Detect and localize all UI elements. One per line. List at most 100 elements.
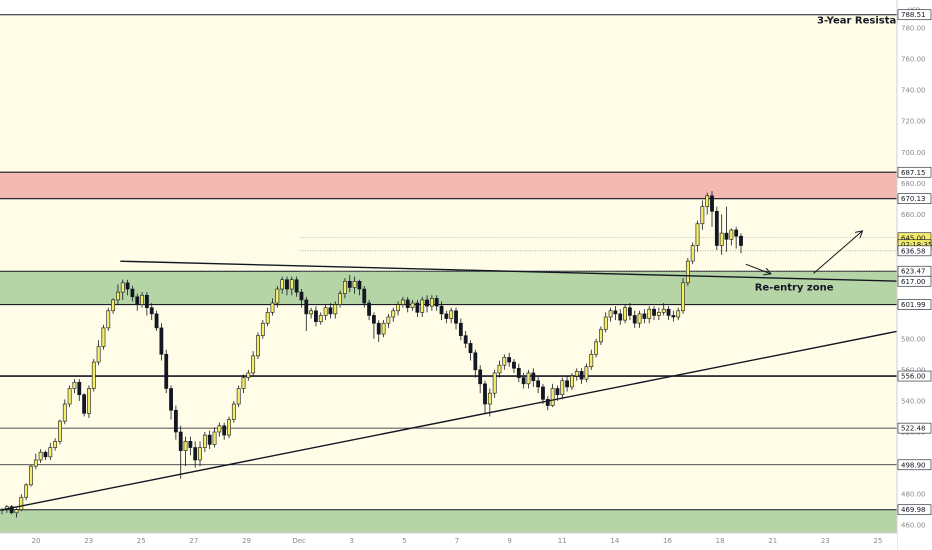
candle-body (487, 392, 492, 405)
candle-body (690, 245, 695, 262)
candle-body (565, 380, 570, 388)
candle-body (700, 206, 705, 225)
candle-body (541, 386, 545, 400)
candle-body (396, 304, 400, 312)
candle-body (434, 298, 439, 307)
candle-body (304, 299, 309, 315)
price-tag-box (897, 166, 932, 178)
candle-body (449, 310, 454, 319)
candle-body (405, 299, 410, 308)
candle-body (53, 441, 58, 448)
candle-body (627, 307, 632, 316)
candle-body (67, 388, 72, 405)
candle-body (599, 329, 603, 343)
candle-body (483, 383, 487, 405)
candle-body (38, 451, 43, 461)
price-tag-label: 02:18:35 (901, 241, 932, 249)
candle-body (202, 434, 207, 448)
candle-body (618, 313, 623, 321)
time-tick-label: 11 (558, 537, 567, 545)
time-tick-label: 9 (507, 537, 511, 545)
price-tag-label: 636.58 (901, 247, 926, 255)
candle-body (642, 313, 647, 319)
candle-body (294, 279, 299, 293)
candle-body (164, 353, 169, 389)
price-tick-label: 740.00 (901, 87, 926, 95)
time-axis-background (0, 533, 897, 550)
price-tag-label: 687.15 (901, 169, 926, 177)
time-tick-label: 18 (716, 537, 725, 545)
price-tick-label: 720.00 (901, 118, 926, 126)
candle-body (43, 451, 48, 458)
price-tag-label: 601.99 (901, 301, 926, 309)
candle-body (135, 296, 140, 305)
candle-body (550, 388, 555, 406)
candle-body (632, 315, 637, 324)
candle-body (285, 279, 289, 290)
candle-body (125, 282, 130, 290)
time-tick-label: 23 (84, 537, 93, 545)
candle-body (367, 302, 371, 316)
price-tick-label: 700.00 (901, 149, 926, 157)
candle-body (14, 509, 19, 514)
candle-body (231, 403, 236, 420)
price-tag-box (897, 193, 932, 205)
candle-body (299, 291, 304, 301)
price-tag-box (897, 299, 932, 310)
price-tag-label: 522.48 (901, 425, 926, 433)
candle-body (111, 299, 115, 312)
candle-body (666, 308, 671, 316)
candle-body (739, 235, 743, 246)
candle-body (178, 431, 183, 451)
candle-body (724, 232, 729, 240)
zone (0, 304, 897, 533)
candle-body (521, 377, 526, 385)
candle-body (584, 366, 589, 380)
price-tag-label: 623.47 (901, 268, 926, 276)
candles-layer (0, 191, 743, 518)
price-tag-box (897, 9, 932, 21)
candle-body (58, 420, 62, 442)
candle-body (719, 232, 724, 246)
time-tick-label: 7 (455, 537, 459, 545)
candle-body (545, 399, 550, 406)
candle-body (352, 280, 357, 288)
candle-body (357, 280, 362, 290)
candle-body (656, 312, 661, 316)
candle-body (62, 403, 67, 422)
candle-body (613, 310, 618, 315)
candle-body (338, 293, 343, 305)
candle-body (391, 310, 396, 318)
candle-body (410, 302, 415, 308)
candle-body (714, 211, 719, 246)
candle-body (676, 310, 681, 318)
candle-body (101, 327, 106, 347)
candle-body (24, 484, 29, 498)
candle-body (289, 279, 294, 290)
candle-body (372, 315, 376, 324)
candle-body (473, 352, 478, 371)
price-tag-label: 556.00 (901, 373, 926, 381)
candle-body (734, 229, 739, 237)
candle-body (594, 341, 598, 355)
candle-body (145, 294, 149, 308)
price-tag-label: 670.13 (901, 195, 926, 203)
candle-body (77, 381, 82, 395)
candle-body (246, 372, 251, 378)
price-tag-box (897, 504, 932, 516)
candle-body (87, 388, 91, 414)
price-tag-label: 469.98 (901, 506, 926, 514)
candle-body (420, 299, 425, 313)
candle-body (362, 288, 367, 304)
candle-body (314, 310, 318, 322)
time-tick-label: 20 (32, 537, 41, 545)
time-tick-label: 3 (350, 537, 354, 545)
time-tick-label: Dec (292, 537, 306, 545)
candle-body (685, 260, 690, 284)
candle-body (323, 307, 328, 316)
candle-body (48, 447, 53, 458)
candle-body (309, 310, 314, 315)
time-tick-label: 23 (821, 537, 830, 545)
candle-body (671, 315, 676, 318)
